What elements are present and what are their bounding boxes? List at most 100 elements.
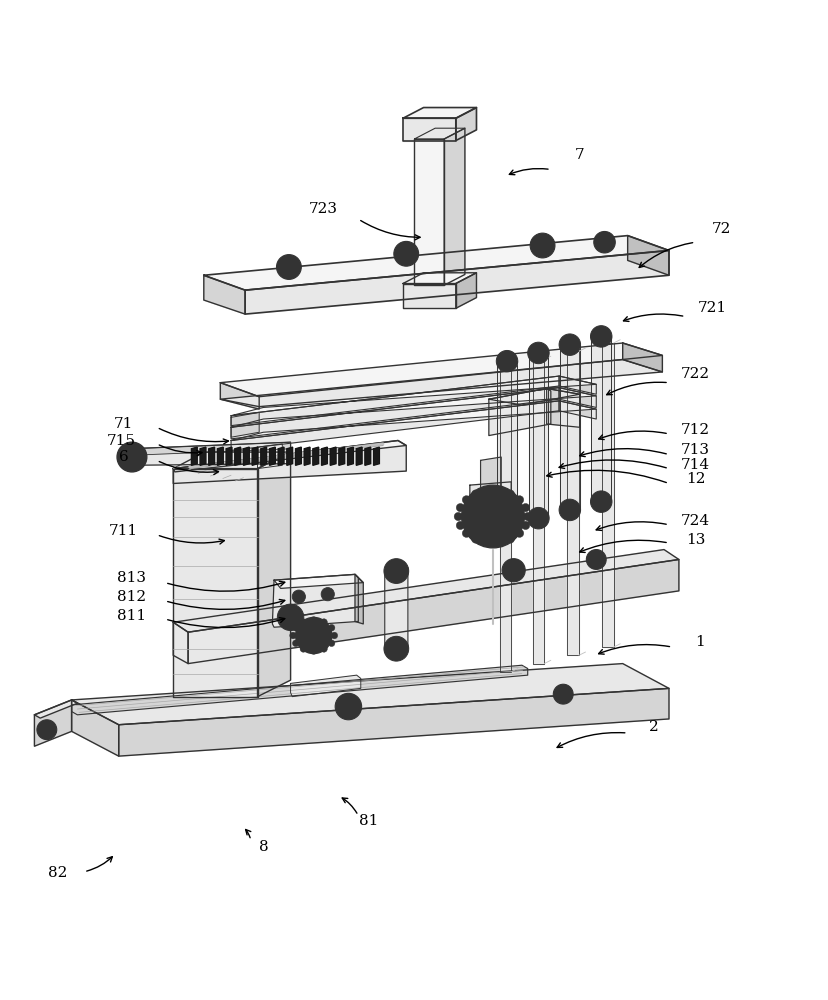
Text: 8: 8 bbox=[259, 840, 268, 854]
Circle shape bbox=[341, 700, 354, 713]
Polygon shape bbox=[622, 343, 662, 372]
Polygon shape bbox=[231, 401, 558, 450]
Polygon shape bbox=[129, 442, 291, 455]
Polygon shape bbox=[252, 447, 258, 465]
Polygon shape bbox=[173, 441, 406, 472]
Polygon shape bbox=[330, 447, 335, 465]
Polygon shape bbox=[188, 559, 678, 664]
Circle shape bbox=[527, 342, 548, 364]
Circle shape bbox=[462, 496, 470, 504]
Circle shape bbox=[300, 646, 306, 652]
Text: 2: 2 bbox=[648, 720, 658, 734]
Polygon shape bbox=[173, 469, 258, 697]
Circle shape bbox=[393, 241, 418, 266]
Text: 13: 13 bbox=[685, 533, 705, 547]
Text: 72: 72 bbox=[711, 222, 730, 236]
Text: 7: 7 bbox=[575, 148, 584, 162]
Polygon shape bbox=[339, 447, 344, 465]
Circle shape bbox=[494, 487, 503, 495]
Circle shape bbox=[277, 255, 301, 279]
Polygon shape bbox=[384, 568, 407, 652]
Text: 715: 715 bbox=[107, 434, 136, 448]
Polygon shape bbox=[546, 388, 579, 427]
Text: 811: 811 bbox=[118, 609, 147, 623]
Polygon shape bbox=[402, 108, 476, 118]
Polygon shape bbox=[489, 388, 550, 436]
Text: 711: 711 bbox=[109, 524, 138, 538]
Text: 82: 82 bbox=[48, 866, 67, 880]
Text: 712: 712 bbox=[680, 423, 709, 437]
Circle shape bbox=[330, 632, 337, 639]
Circle shape bbox=[283, 261, 294, 273]
Polygon shape bbox=[231, 388, 595, 427]
Polygon shape bbox=[532, 360, 543, 664]
Polygon shape bbox=[444, 128, 465, 285]
Circle shape bbox=[328, 640, 335, 647]
Polygon shape bbox=[258, 444, 282, 469]
Circle shape bbox=[42, 725, 51, 735]
Polygon shape bbox=[558, 388, 595, 407]
Polygon shape bbox=[231, 376, 558, 426]
Circle shape bbox=[292, 624, 299, 631]
Polygon shape bbox=[558, 401, 595, 419]
Text: 12: 12 bbox=[685, 472, 705, 486]
Circle shape bbox=[558, 334, 580, 355]
Polygon shape bbox=[209, 447, 214, 465]
Circle shape bbox=[593, 231, 614, 253]
Polygon shape bbox=[528, 353, 547, 518]
Polygon shape bbox=[220, 383, 259, 409]
Circle shape bbox=[496, 516, 518, 537]
Polygon shape bbox=[173, 441, 406, 483]
Polygon shape bbox=[274, 574, 363, 588]
Circle shape bbox=[320, 646, 327, 652]
Polygon shape bbox=[402, 118, 455, 141]
Circle shape bbox=[537, 240, 547, 251]
Polygon shape bbox=[402, 273, 476, 284]
Polygon shape bbox=[243, 447, 249, 465]
Polygon shape bbox=[559, 345, 579, 510]
Polygon shape bbox=[35, 700, 77, 718]
Circle shape bbox=[502, 559, 525, 582]
Circle shape bbox=[523, 512, 532, 521]
Polygon shape bbox=[231, 412, 259, 437]
Polygon shape bbox=[312, 447, 318, 465]
Circle shape bbox=[484, 508, 501, 525]
Circle shape bbox=[496, 350, 518, 372]
Polygon shape bbox=[356, 447, 362, 465]
Polygon shape bbox=[499, 368, 511, 672]
Circle shape bbox=[455, 503, 464, 512]
Circle shape bbox=[521, 521, 529, 530]
Text: 722: 722 bbox=[680, 367, 709, 381]
Polygon shape bbox=[231, 401, 595, 441]
Text: 723: 723 bbox=[309, 202, 338, 216]
Polygon shape bbox=[480, 457, 501, 490]
Circle shape bbox=[508, 564, 519, 576]
Circle shape bbox=[400, 248, 412, 260]
Circle shape bbox=[335, 693, 361, 720]
Text: 813: 813 bbox=[118, 571, 147, 585]
Circle shape bbox=[300, 619, 306, 625]
Circle shape bbox=[515, 529, 523, 537]
Polygon shape bbox=[204, 236, 668, 290]
Circle shape bbox=[37, 720, 56, 740]
Polygon shape bbox=[231, 376, 595, 416]
Polygon shape bbox=[217, 447, 223, 465]
Polygon shape bbox=[231, 388, 558, 439]
Circle shape bbox=[123, 449, 140, 465]
Polygon shape bbox=[220, 360, 662, 407]
Polygon shape bbox=[566, 351, 578, 655]
Circle shape bbox=[128, 454, 135, 460]
Circle shape bbox=[292, 640, 299, 647]
Circle shape bbox=[277, 604, 303, 631]
Circle shape bbox=[462, 529, 470, 537]
Polygon shape bbox=[71, 665, 527, 715]
Polygon shape bbox=[226, 447, 232, 465]
Polygon shape bbox=[364, 447, 370, 465]
Polygon shape bbox=[489, 388, 579, 405]
Circle shape bbox=[599, 237, 609, 247]
Circle shape bbox=[527, 507, 548, 529]
Circle shape bbox=[454, 512, 462, 521]
Circle shape bbox=[310, 648, 316, 654]
Polygon shape bbox=[286, 447, 292, 465]
Circle shape bbox=[284, 611, 296, 624]
